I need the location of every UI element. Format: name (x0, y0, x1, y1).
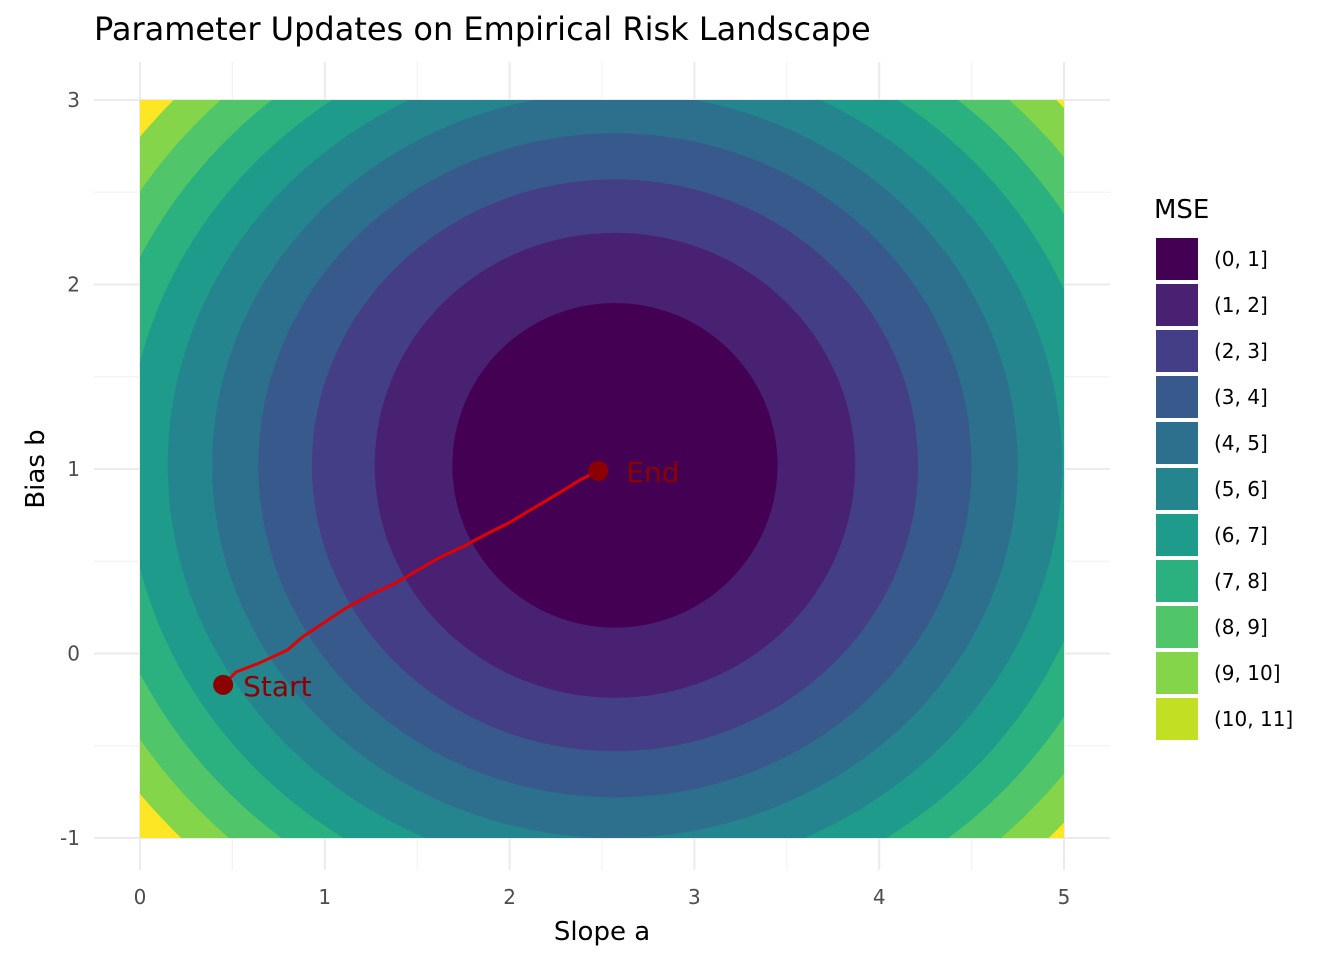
x-tick-label: 3 (688, 885, 701, 909)
legend-label: (10, 11] (1214, 707, 1293, 731)
x-tick-label: 2 (503, 885, 516, 909)
legend-swatch (1156, 652, 1198, 694)
legend-items: (0, 1] (1, 2] (2, 3] (3, 4] (4, 5] (5, 6] (6, … (1156, 238, 1293, 740)
y-tick-label: 3 (67, 88, 80, 112)
y-axis-title: Bias b (21, 429, 51, 508)
legend: MSE (0, 1] (1, 2] (2, 3] (3, 4] (4, 5] (5, 6]… (1154, 195, 1293, 740)
end-label: End (626, 456, 679, 489)
chart-title: Parameter Updates on Empirical Risk Land… (94, 10, 871, 48)
y-axis-ticks: -1 0 1 2 3 (60, 88, 80, 850)
contour-fill (140, 100, 1064, 838)
y-tick-label: -1 (60, 826, 80, 850)
x-axis-title: Slope a (554, 917, 650, 947)
y-tick-label: 2 (67, 273, 80, 297)
y-tick-label: 1 (67, 457, 80, 481)
legend-swatch (1156, 330, 1198, 372)
x-tick-label: 5 (1058, 885, 1071, 909)
legend-swatch (1156, 514, 1198, 556)
legend-swatch (1156, 238, 1198, 280)
x-tick-label: 4 (873, 885, 886, 909)
legend-label: (8, 9] (1214, 615, 1268, 639)
contour-band-0 (452, 302, 778, 628)
legend-swatch (1156, 560, 1198, 602)
legend-swatch (1156, 284, 1198, 326)
legend-label: (9, 10] (1214, 661, 1281, 685)
end-point (588, 460, 609, 481)
legend-label: (3, 4] (1214, 385, 1268, 409)
legend-title: MSE (1154, 195, 1209, 225)
legend-label: (6, 7] (1214, 523, 1268, 547)
parameter-path: Start End (213, 456, 680, 703)
x-tick-label: 0 (134, 885, 147, 909)
x-axis-ticks: 0 1 2 3 4 5 (134, 885, 1071, 909)
legend-label: (4, 5] (1214, 431, 1268, 455)
legend-label: (5, 6] (1214, 477, 1268, 501)
update-path-line (221, 469, 600, 687)
y-tick-label: 0 (67, 642, 80, 666)
legend-swatch (1156, 606, 1198, 648)
legend-label: (7, 8] (1214, 569, 1268, 593)
legend-label: (0, 1] (1214, 247, 1268, 271)
x-tick-label: 1 (318, 885, 331, 909)
legend-swatch (1156, 422, 1198, 464)
legend-swatch (1156, 468, 1198, 510)
start-label: Start (243, 670, 311, 703)
legend-label: (1, 2] (1214, 293, 1268, 317)
legend-label: (2, 3] (1214, 339, 1268, 363)
start-point (213, 674, 234, 695)
legend-swatch (1156, 376, 1198, 418)
legend-swatch (1156, 698, 1198, 740)
